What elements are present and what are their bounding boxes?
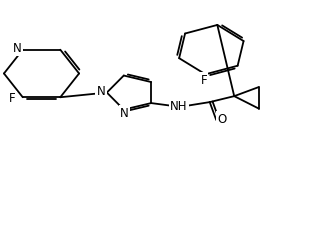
Text: F: F bbox=[9, 92, 16, 105]
Text: N: N bbox=[12, 42, 21, 55]
Text: N: N bbox=[96, 85, 105, 98]
Text: O: O bbox=[217, 113, 227, 126]
Text: F: F bbox=[200, 74, 207, 87]
Text: N: N bbox=[120, 107, 129, 120]
Text: NH: NH bbox=[170, 100, 187, 113]
